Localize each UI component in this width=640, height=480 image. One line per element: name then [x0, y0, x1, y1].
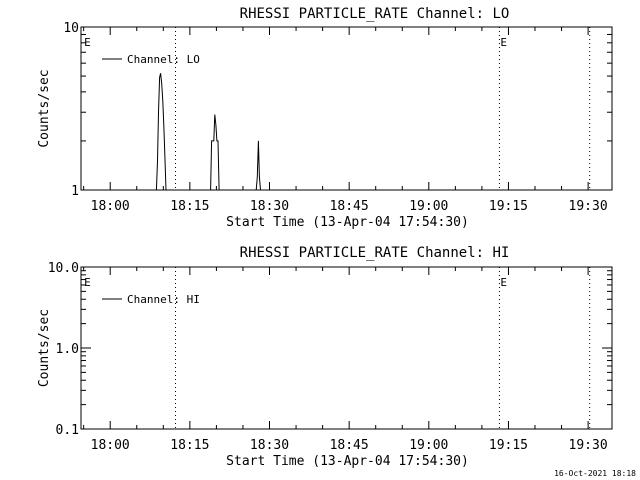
- event-marker-label: E: [84, 276, 91, 289]
- x-tick-label: 18:00: [91, 199, 130, 214]
- x-tick-label: 18:15: [170, 438, 209, 453]
- x-tick-label: 19:15: [489, 199, 528, 214]
- y-axis-label: Counts/sec: [37, 69, 52, 147]
- event-marker-label: E: [500, 36, 507, 49]
- x-tick-label: 19:30: [569, 199, 608, 214]
- chart-title: RHESSI PARTICLE_RATE Channel: HI: [240, 245, 510, 261]
- series-line: [155, 73, 261, 191]
- chart-panel-hi: RHESSI PARTICLE_RATE Channel: HI Start Ti…: [37, 245, 613, 469]
- chart-panel-lo: RHESSI PARTICLE_RATE Channel: LO Start Ti…: [37, 6, 613, 230]
- x-axis-label: Start Time (13-Apr-04 17:54:30): [226, 215, 469, 230]
- x-tick-label: 19:30: [569, 438, 608, 453]
- y-axis-label: Counts/sec: [37, 309, 52, 387]
- legend-label: Channel: HI: [127, 293, 200, 306]
- plot-frame: [80, 266, 613, 430]
- y-tick-label: 1.0: [56, 342, 79, 357]
- x-tick-label: 18:30: [250, 199, 289, 214]
- y-tick-label: 0.1: [56, 423, 79, 438]
- footer-timestamp: 16-Oct-2021 18:18: [554, 469, 636, 478]
- x-tick-label: 18:15: [170, 199, 209, 214]
- x-tick-label: 18:30: [250, 438, 289, 453]
- y-tick-label: 1: [71, 184, 79, 199]
- x-axis-label: Start Time (13-Apr-04 17:54:30): [226, 454, 469, 469]
- x-tick-label: 18:45: [330, 199, 369, 214]
- legend-label: Channel: LO: [127, 53, 200, 66]
- x-tick-label: 18:00: [91, 438, 130, 453]
- y-tick-label: 10.0: [48, 261, 79, 276]
- chart-title: RHESSI PARTICLE_RATE Channel: LO: [240, 6, 510, 22]
- x-tick-label: 19:00: [409, 438, 448, 453]
- event-marker-label: E: [500, 276, 507, 289]
- x-tick-label: 19:15: [489, 438, 528, 453]
- x-tick-label: 18:45: [330, 438, 369, 453]
- plot-frame: [80, 26, 613, 191]
- event-marker-label: E: [84, 36, 91, 49]
- y-tick-label: 10: [63, 21, 79, 36]
- x-tick-label: 19:00: [409, 199, 448, 214]
